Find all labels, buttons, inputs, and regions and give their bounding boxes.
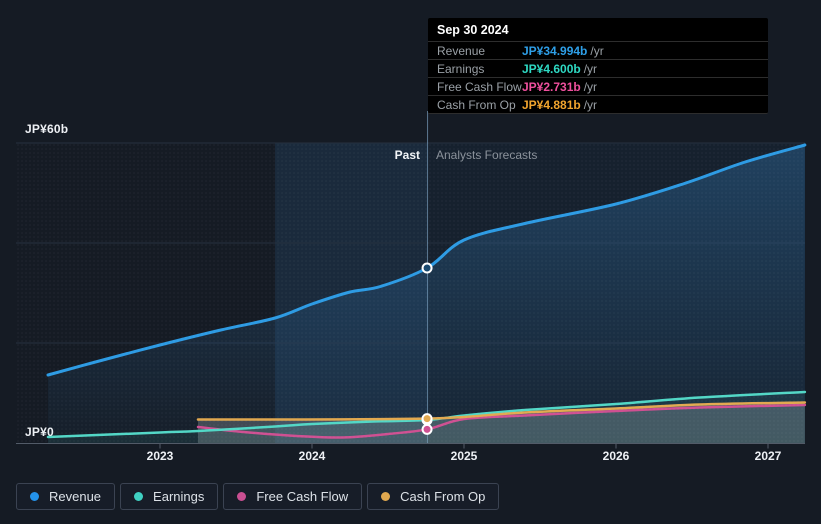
revenue-line bbox=[46, 143, 807, 377]
y-axis-zero-label: JP¥0 bbox=[25, 425, 54, 439]
legend-color-dot-icon bbox=[30, 492, 39, 501]
legend-item-label: Cash From Op bbox=[400, 489, 486, 504]
tooltip-row-label: Revenue bbox=[437, 43, 486, 58]
cash_from_op-current-point-marker[interactable] bbox=[421, 413, 433, 425]
tooltip-row-value: JP¥2.731b bbox=[522, 79, 581, 94]
x-axis-label-2024: 2024 bbox=[298, 449, 326, 463]
legend-color-dot-icon bbox=[237, 492, 247, 501]
revenue-current-point-marker[interactable] bbox=[421, 262, 433, 274]
tooltip-row-label: Free Cash Flow bbox=[437, 79, 522, 94]
x-axis-label-2025: 2025 bbox=[450, 449, 478, 463]
tooltip-row-earnings: Earnings JP¥4.600b/yr bbox=[428, 59, 768, 77]
legend-color-dot-icon bbox=[381, 492, 391, 501]
tooltip-row-unit: /yr bbox=[583, 61, 598, 76]
tooltip-row-label: Cash From Op bbox=[437, 97, 516, 112]
chart-legend: Revenue Earnings Free Cash Flow Cash From O… bbox=[16, 483, 500, 510]
legend-item-free-cash-flow[interactable]: Free Cash Flow bbox=[223, 483, 363, 510]
tooltip-row-cash-from-op: Cash From Op JP¥4.881b/yr bbox=[428, 95, 768, 113]
legend-item-cash-from-op[interactable]: Cash From Op bbox=[367, 483, 500, 510]
cash_from_op-line bbox=[196, 401, 807, 421]
data-tooltip: Sep 30 2024 Revenue JP¥34.994b/yr Earnings… bbox=[428, 18, 768, 114]
revenue-area bbox=[47, 145, 805, 443]
legend-color-dot-icon bbox=[134, 492, 144, 501]
analysts-forecasts-label: Analysts Forecasts bbox=[436, 148, 538, 162]
x-axis-label-2023: 2023 bbox=[146, 449, 174, 463]
legend-item-revenue[interactable]: Revenue bbox=[16, 483, 116, 510]
tooltip-row-value: JP¥4.881b bbox=[522, 97, 581, 112]
free_cash_flow-line bbox=[196, 403, 807, 439]
legend-item-label: Earnings bbox=[153, 489, 205, 504]
legend-item-earnings[interactable]: Earnings bbox=[120, 483, 219, 510]
tooltip-row-unit: /yr bbox=[590, 43, 604, 58]
tooltip-rows: Revenue JP¥34.994b/yr Earnings JP¥4.600b/yr… bbox=[428, 41, 768, 113]
free_cash_flow-current-point-marker[interactable] bbox=[421, 423, 433, 435]
legend-item-label: Revenue bbox=[49, 489, 102, 504]
tooltip-row-label: Earnings bbox=[437, 61, 485, 76]
tooltip-row-free-cash-flow: Free Cash Flow JP¥2.731b/yr bbox=[428, 77, 768, 95]
tooltip-row-unit: /yr bbox=[583, 97, 598, 112]
tooltip-row-value: JP¥34.994b bbox=[522, 43, 588, 58]
tooltip-row-revenue: Revenue JP¥34.994b/yr bbox=[428, 41, 768, 59]
tooltip-row-unit: /yr bbox=[583, 79, 598, 94]
past-section-label: Past bbox=[394, 148, 420, 162]
earnings-line bbox=[46, 390, 807, 439]
tooltip-row-value: JP¥4.600b bbox=[522, 61, 581, 76]
x-axis-label-2027: 2027 bbox=[754, 449, 782, 463]
legend-item-label: Free Cash Flow bbox=[256, 489, 349, 504]
x-axis-label-2026: 2026 bbox=[602, 449, 630, 463]
cash_from_op-area bbox=[198, 402, 805, 443]
tooltip-date: Sep 30 2024 bbox=[437, 23, 509, 37]
y-axis-max-label: JP¥60b bbox=[25, 122, 69, 136]
